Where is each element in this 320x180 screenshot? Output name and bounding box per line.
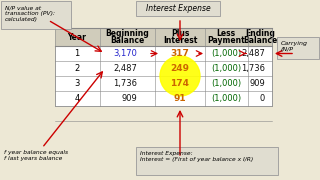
Text: 2,487: 2,487	[113, 64, 137, 73]
Text: 909: 909	[121, 94, 137, 103]
Text: 2,487: 2,487	[241, 49, 265, 58]
Text: 3,170: 3,170	[113, 49, 137, 58]
Text: N/P value at
transaction (PV):
calculated): N/P value at transaction (PV): calculate…	[5, 5, 55, 22]
Text: Interest: Interest	[163, 36, 197, 45]
Text: Carrying
(N/P: Carrying (N/P	[281, 41, 308, 52]
FancyBboxPatch shape	[277, 37, 319, 59]
Bar	[55, 28, 272, 46]
Text: 91: 91	[174, 94, 186, 103]
Text: 249: 249	[171, 64, 189, 73]
Bar	[55, 28, 272, 106]
Text: Payment: Payment	[207, 36, 245, 45]
Text: (1,000): (1,000)	[211, 49, 241, 58]
Text: 174: 174	[171, 79, 189, 88]
Text: Balance: Balance	[243, 36, 277, 45]
Text: Interest Expense:
Interest = (First of year balance x I/R): Interest Expense: Interest = (First of y…	[140, 151, 253, 162]
Text: Balance: Balance	[110, 36, 144, 45]
Text: 1,736: 1,736	[241, 64, 265, 73]
Text: 909: 909	[249, 79, 265, 88]
Text: 3: 3	[74, 79, 80, 88]
FancyBboxPatch shape	[136, 1, 220, 16]
Text: f year balance equals
f last years balance: f year balance equals f last years balan…	[4, 150, 68, 161]
Text: (1,000): (1,000)	[211, 79, 241, 88]
Text: (1,000): (1,000)	[211, 64, 241, 73]
Text: Plus: Plus	[171, 29, 189, 38]
Text: Interest Expense: Interest Expense	[146, 4, 210, 13]
Circle shape	[160, 56, 200, 96]
Text: 0: 0	[260, 94, 265, 103]
Text: Year: Year	[68, 33, 86, 42]
Text: (1,000): (1,000)	[211, 94, 241, 103]
Text: 317: 317	[171, 49, 189, 58]
Text: 2: 2	[74, 64, 80, 73]
Text: 4: 4	[74, 94, 80, 103]
Text: 1,736: 1,736	[113, 79, 137, 88]
Text: Ending: Ending	[245, 29, 275, 38]
Text: Less: Less	[216, 29, 236, 38]
Text: Beginning: Beginning	[105, 29, 149, 38]
FancyBboxPatch shape	[1, 1, 71, 29]
FancyBboxPatch shape	[136, 147, 278, 175]
Text: 1: 1	[74, 49, 80, 58]
